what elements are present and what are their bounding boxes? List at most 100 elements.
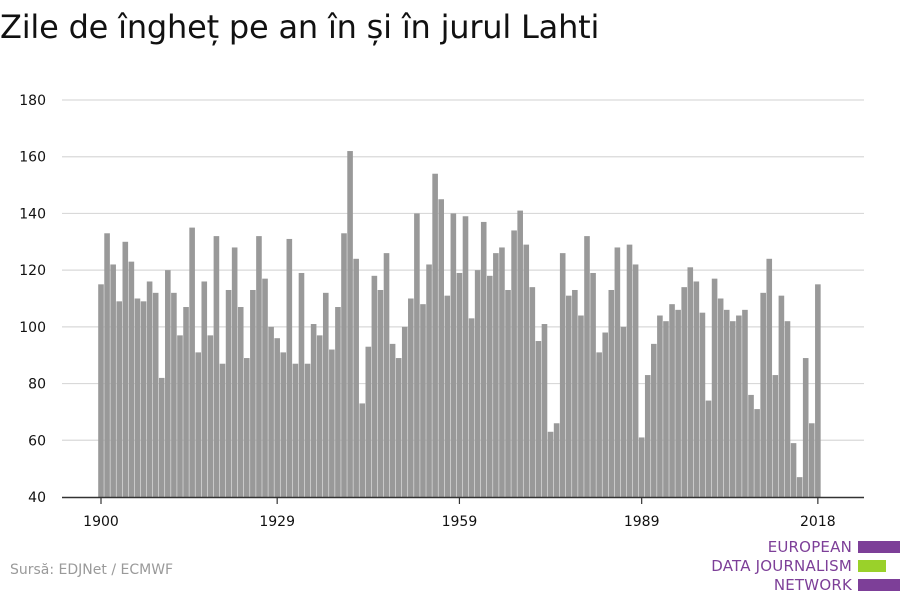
chart-title: Zile de îngheț pe an în și în jurul Laht…: [0, 8, 600, 46]
bar: [225, 289, 232, 497]
bar: [614, 247, 621, 497]
y-tick-label: 80: [28, 377, 46, 393]
bar: [146, 281, 153, 497]
bar: [274, 338, 280, 497]
bar: [128, 261, 135, 497]
bar: [335, 307, 341, 497]
bar: [201, 281, 208, 497]
y-tick-label: 40: [28, 490, 46, 506]
bar: [298, 272, 305, 497]
bar: [529, 287, 536, 497]
bar: [420, 304, 426, 497]
bar: [796, 477, 803, 497]
bar: [371, 275, 378, 497]
bar: [815, 284, 821, 497]
bar: [505, 289, 511, 497]
bar: [158, 377, 165, 497]
x-tick-label: 1959: [442, 514, 478, 530]
bar: [438, 199, 444, 497]
bar: [304, 363, 311, 497]
logo-bar-green: [858, 560, 886, 572]
bar: [711, 278, 718, 497]
bar: [553, 423, 560, 497]
bar: [250, 289, 256, 497]
bar: [474, 270, 481, 497]
bar: [353, 258, 359, 497]
bar: [310, 324, 317, 497]
bar: [608, 289, 615, 497]
bar: [754, 409, 760, 497]
bar: [359, 403, 366, 497]
bar: [213, 236, 220, 497]
bar: [347, 151, 353, 498]
bar: [98, 284, 104, 497]
bar: [183, 307, 189, 497]
bar: [189, 227, 195, 497]
bar: [638, 437, 645, 497]
bar: [784, 321, 791, 497]
bar: [808, 423, 815, 497]
bar: [462, 216, 469, 497]
logo-bar-purple-bottom: [858, 579, 900, 591]
logo-bar-purple-top: [858, 541, 900, 553]
bar: [480, 221, 487, 497]
bar: [487, 275, 493, 497]
bar: [444, 295, 451, 497]
bar: [134, 298, 141, 497]
y-tick-label: 180: [19, 93, 46, 109]
bar: [626, 244, 633, 497]
bar: [584, 236, 590, 497]
bars: [98, 151, 821, 498]
bar: [377, 289, 384, 497]
bar: [389, 343, 396, 497]
bar: [742, 309, 748, 497]
bar: [499, 247, 505, 497]
bar: [717, 298, 724, 497]
bar: [237, 307, 244, 497]
bar: [663, 321, 669, 497]
bar: [802, 358, 809, 497]
bar: [207, 335, 214, 497]
bar: [578, 315, 584, 497]
bar: [651, 343, 657, 497]
bar: [395, 358, 402, 497]
bar: [772, 375, 779, 497]
bar: [778, 295, 785, 497]
bar: [693, 281, 700, 497]
bar: [165, 270, 171, 497]
bar: [565, 295, 572, 497]
bar: [766, 258, 773, 497]
bar: [748, 394, 754, 497]
bar: [219, 363, 226, 497]
bar: [590, 272, 596, 497]
x-axis-ticks: 1900 1929 1959 1989 2018: [83, 497, 836, 530]
bar: [541, 324, 548, 497]
bar: [414, 213, 420, 497]
bar: [292, 363, 299, 497]
bar: [572, 289, 578, 497]
y-tick-label: 60: [28, 433, 46, 449]
bar: [244, 358, 250, 497]
bar: [596, 352, 602, 497]
bar: [322, 292, 329, 497]
bar: [286, 238, 293, 497]
y-tick-label: 100: [19, 320, 46, 336]
bar: [760, 292, 766, 497]
bar: [493, 253, 499, 497]
edjnet-logo: EUROPEAN DATA JOURNALISM NETWORK: [710, 536, 900, 600]
bar: [675, 309, 681, 497]
bar: [620, 326, 627, 497]
bar: [110, 264, 116, 497]
logo-text-line2: DATA JOURNALISM: [711, 557, 852, 575]
y-axis-ticks: 40 60 80 100 120 140 160 180: [19, 93, 46, 506]
bar: [657, 315, 663, 497]
bar: [383, 253, 390, 497]
bar: [517, 210, 523, 498]
bar: [171, 292, 177, 497]
bar: [280, 352, 287, 497]
bar: [256, 236, 262, 497]
bar: [329, 349, 335, 497]
bar: [195, 352, 201, 497]
bar: [152, 292, 159, 497]
